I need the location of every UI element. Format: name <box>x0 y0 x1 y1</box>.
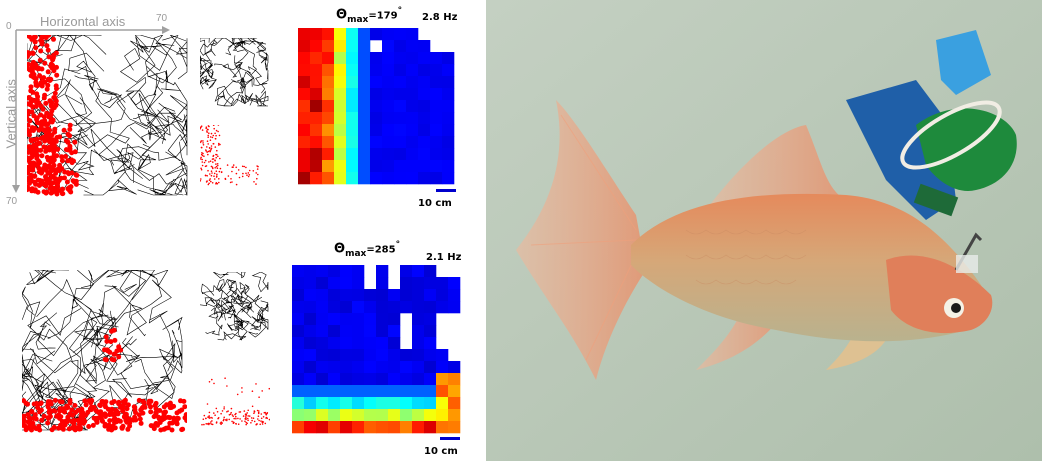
firing-rate-map-top <box>298 28 455 185</box>
scale-bar-top <box>436 189 456 192</box>
scale-label-top: 10 cm <box>418 198 452 209</box>
trajectory-thumbnail-top <box>200 38 269 107</box>
y-max-tick: 70 <box>6 196 18 207</box>
goldfish-photo <box>486 0 1042 461</box>
theta-max-top: Θmax=179° <box>336 6 403 25</box>
axis-arrows <box>12 26 170 193</box>
scale-label-bottom: 10 cm <box>424 446 458 457</box>
recording-device-icon <box>846 30 1017 220</box>
spike-thumbnail-top <box>200 125 259 186</box>
trajectory-plot-top <box>27 35 188 197</box>
firing-rate-bottom: 2.1 Hz <box>426 252 462 263</box>
x-max-tick: 70 <box>156 13 168 24</box>
spike-thumbnail-bottom <box>201 377 270 426</box>
firing-rate-map-bottom <box>292 265 461 434</box>
firing-rate-top: 2.8 Hz <box>422 12 458 23</box>
trajectory-plot-bottom <box>22 270 187 433</box>
trajectory-thumbnail-bottom <box>200 272 269 341</box>
scale-bar-bottom <box>440 437 460 440</box>
theta-max-bottom: Θmax=285° <box>334 240 401 259</box>
horizontal-axis-label: Horizontal axis <box>40 14 126 29</box>
origin-tick: 0 <box>6 21 12 32</box>
